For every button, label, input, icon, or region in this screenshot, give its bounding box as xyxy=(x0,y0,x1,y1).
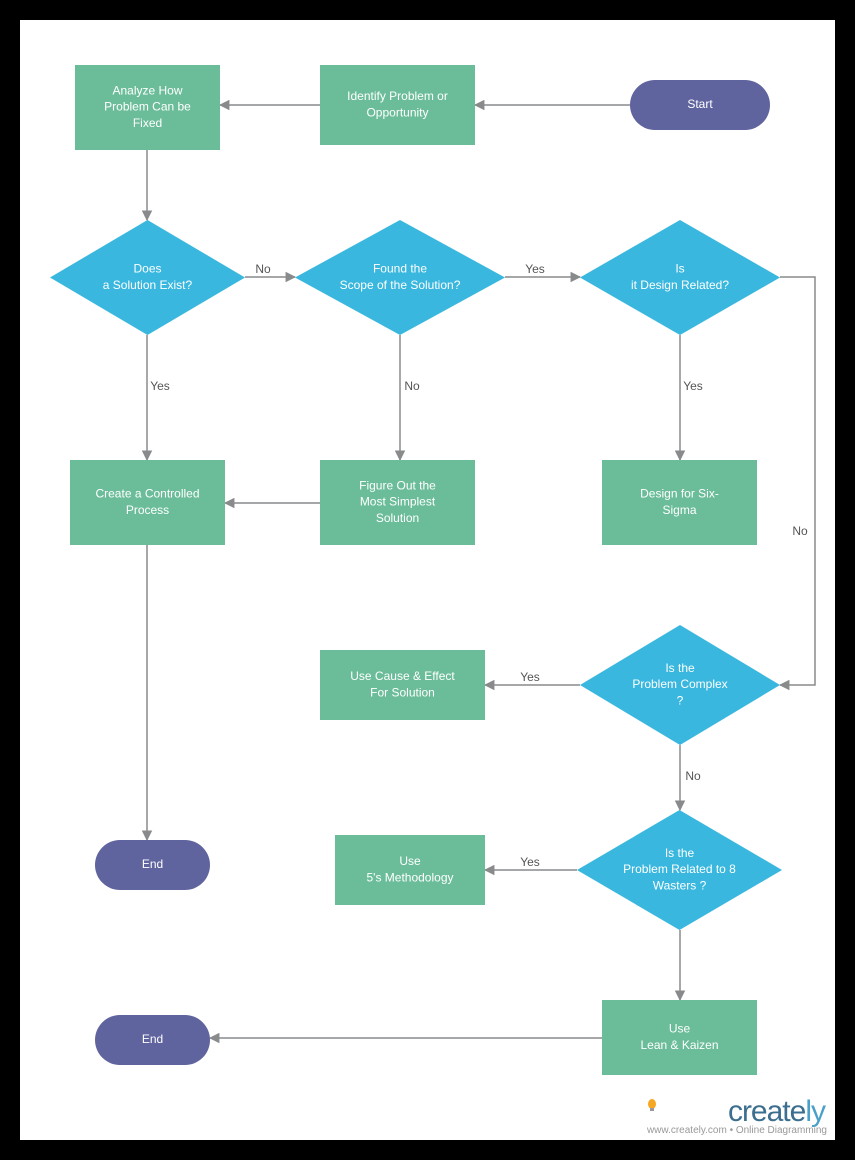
node-identify: Identify Problem or Opportunity xyxy=(320,65,475,145)
node-text: ? xyxy=(677,693,684,707)
node-d6sigma: Design for Six- Sigma xyxy=(602,460,757,545)
node-text: Figure Out the xyxy=(359,478,436,492)
node-scope: Found the Scope of the Solution? xyxy=(295,220,505,335)
node-end1: End xyxy=(95,840,210,890)
creately-logo: creately xyxy=(647,1097,827,1127)
node-text: Fixed xyxy=(133,116,162,130)
node-fives: Use 5's Methodology xyxy=(335,835,485,905)
edge-label: Yes xyxy=(520,855,540,869)
node-sol_exist: Does a Solution Exist? xyxy=(50,220,245,335)
node-text: Use xyxy=(399,854,421,868)
edge-label: Yes xyxy=(525,262,545,276)
node-text: End xyxy=(142,1032,163,1046)
node-text: Sigma xyxy=(662,503,696,517)
node-text: Problem Complex xyxy=(632,677,727,691)
node-text: a Solution Exist? xyxy=(103,278,193,292)
edge-label: No xyxy=(404,379,420,393)
node-text: Is xyxy=(675,262,684,276)
node-text: Is the xyxy=(665,661,695,675)
node-text: it Design Related? xyxy=(631,278,729,292)
flowchart-svg: No Yes Yes No Yes No Yes No Yes Start Identify Pro… xyxy=(20,20,835,1140)
edge-label: Yes xyxy=(520,670,540,684)
node-text: Problem Can be xyxy=(104,100,191,114)
node-text: Analyze How xyxy=(112,83,182,97)
node-text: Create a Controlled xyxy=(95,487,199,501)
node-start: Start xyxy=(630,80,770,130)
node-text: Scope of the Solution? xyxy=(340,278,461,292)
edge-design_q-complex xyxy=(780,277,815,685)
node-text: Identify Problem or xyxy=(347,89,448,103)
node-lean: Use Lean & Kaizen xyxy=(602,1000,757,1075)
node-text: End xyxy=(142,857,163,871)
edge-label: No xyxy=(255,262,271,276)
branding-footer: creately www.creately.com • Online Diagr… xyxy=(647,1097,827,1136)
node-complex: Is the Problem Complex? xyxy=(580,625,780,745)
edge-label: Yes xyxy=(683,379,703,393)
node-text: Lean & Kaizen xyxy=(640,1038,718,1052)
node-text: Most Simplest xyxy=(360,495,436,509)
node-text: Start xyxy=(687,97,713,111)
node-text: Wasters ? xyxy=(653,878,707,892)
node-end2: End xyxy=(95,1015,210,1065)
edge-label: No xyxy=(792,524,808,538)
node-analyze: Analyze How Problem Can be Fixed xyxy=(75,65,220,150)
logo-prefix: create xyxy=(728,1095,805,1128)
logo-suffix: ly xyxy=(805,1095,825,1128)
node-text: Problem Related to 8 xyxy=(623,862,736,876)
node-text: Design for Six- xyxy=(640,487,719,501)
node-text: Opportunity xyxy=(366,105,428,119)
node-cause: Use Cause & Effect For Solution xyxy=(320,650,485,720)
node-simplest: Figure Out the Most Simplest Solution xyxy=(320,460,475,545)
node-text: Use xyxy=(669,1022,691,1036)
node-controlled: Create a Controlled Process xyxy=(70,460,225,545)
node-text: Is the xyxy=(665,846,695,860)
edge-label: No xyxy=(685,769,701,783)
flowchart-canvas: No Yes Yes No Yes No Yes No Yes Start Identify Pro… xyxy=(20,20,835,1140)
tagline: www.creately.com • Online Diagramming xyxy=(647,1125,827,1136)
node-text: Solution xyxy=(376,511,419,525)
node-text: Does xyxy=(133,262,161,276)
node-text: Process xyxy=(126,503,169,517)
node-text: Use Cause & Effect xyxy=(350,669,455,683)
node-design_q: Is it Design Related? xyxy=(580,220,780,335)
edge-label: Yes xyxy=(150,379,170,393)
node-wasters: Is the Problem Related to 8 Wasters ? xyxy=(577,810,782,930)
node-text: 5's Methodology xyxy=(366,870,453,884)
node-text: Found the xyxy=(373,262,427,276)
node-text: For Solution xyxy=(370,685,435,699)
